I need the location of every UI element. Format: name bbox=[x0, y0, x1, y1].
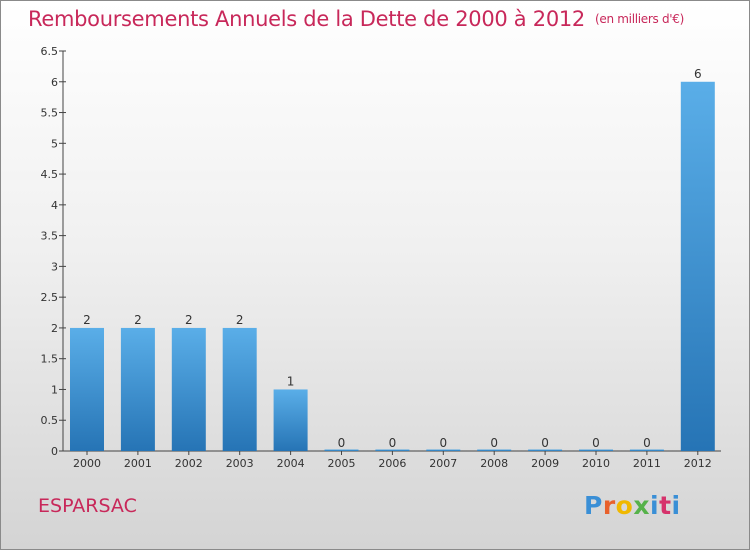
y-tick-label: 4 bbox=[51, 199, 58, 212]
y-tick-label: 1.5 bbox=[41, 353, 59, 366]
bars bbox=[70, 81, 715, 452]
bar-2002 bbox=[171, 327, 206, 451]
value-label-2005: 0 bbox=[338, 436, 346, 450]
chart-title-text: Remboursements Annuels de la Dette de 20… bbox=[28, 7, 585, 31]
logo-letter: t bbox=[659, 491, 672, 520]
value-label-2003: 2 bbox=[236, 313, 244, 327]
bar-2001 bbox=[120, 327, 155, 451]
x-tick-label-2007: 2007 bbox=[429, 457, 457, 470]
value-labels: 2 2 2 2 1 0 0 0 0 0 0 0 6 bbox=[83, 67, 701, 450]
y-tick-label: 6.5 bbox=[41, 45, 59, 58]
x-tick-label-2010: 2010 bbox=[582, 457, 610, 470]
value-label-2007: 0 bbox=[439, 436, 447, 450]
bar-2004 bbox=[273, 389, 308, 451]
y-tick-label: 0 bbox=[51, 445, 58, 458]
commune-name: ESPARSAC bbox=[38, 495, 137, 517]
x-tick-label-2002: 2002 bbox=[175, 457, 203, 470]
bar-2012 bbox=[680, 81, 715, 452]
value-label-2002: 2 bbox=[185, 313, 193, 327]
x-tick-label-2008: 2008 bbox=[480, 457, 508, 470]
value-label-2000: 2 bbox=[83, 313, 91, 327]
x-tick-label-2012: 2012 bbox=[684, 457, 712, 470]
y-tick-label: 6 bbox=[51, 76, 58, 89]
y-tick-label: 5 bbox=[51, 137, 58, 150]
bar-2006 bbox=[375, 449, 410, 451]
y-tick-label: 3.5 bbox=[41, 230, 59, 243]
value-label-2004: 1 bbox=[287, 374, 295, 388]
value-label-2001: 2 bbox=[134, 313, 142, 327]
chart-unit: (en milliers d'€) bbox=[595, 12, 685, 26]
y-tick-label: 3 bbox=[51, 260, 58, 273]
y-tick-label: 2.5 bbox=[41, 291, 59, 304]
x-tick-label-2006: 2006 bbox=[378, 457, 406, 470]
bar-2003 bbox=[222, 327, 257, 451]
x-tick-label-2009: 2009 bbox=[531, 457, 559, 470]
logo-letter: r bbox=[602, 491, 616, 520]
value-label-2006: 0 bbox=[389, 436, 397, 450]
logo-letter: o bbox=[615, 491, 634, 520]
value-label-2010: 0 bbox=[592, 436, 600, 450]
bar-2008 bbox=[477, 449, 512, 451]
y-tick-label: 1 bbox=[51, 383, 58, 396]
x-tick-label-2005: 2005 bbox=[328, 457, 356, 470]
logo-letter: x bbox=[633, 491, 650, 520]
x-tick-label-2000: 2000 bbox=[73, 457, 101, 470]
value-label-2009: 0 bbox=[541, 436, 549, 450]
bar-2009 bbox=[528, 449, 563, 451]
x-tick-label-2003: 2003 bbox=[226, 457, 254, 470]
y-tick-label: 2 bbox=[51, 322, 58, 335]
bar-2010 bbox=[579, 449, 613, 451]
value-label-2011: 0 bbox=[643, 436, 651, 450]
bar-2005 bbox=[324, 449, 359, 451]
value-label-2012: 6 bbox=[694, 67, 702, 81]
x-tick-label-2001: 2001 bbox=[124, 457, 152, 470]
x-tick-label-2011: 2011 bbox=[633, 457, 661, 470]
chart-title: Remboursements Annuels de la Dette de 20… bbox=[28, 7, 684, 31]
logo-letter: i bbox=[650, 491, 660, 520]
value-label-2008: 0 bbox=[490, 436, 498, 450]
bar-2000 bbox=[70, 327, 104, 451]
bar-2011 bbox=[629, 449, 664, 451]
proxiti-logo[interactable]: Proxiti bbox=[584, 491, 681, 520]
logo-letter: i bbox=[671, 491, 681, 520]
y-tick-label: 0.5 bbox=[41, 414, 59, 427]
y-tick-label: 4.5 bbox=[41, 168, 59, 181]
x-tick-label-2004: 2004 bbox=[277, 457, 305, 470]
logo-letter: P bbox=[584, 491, 603, 520]
bar-2007 bbox=[426, 449, 461, 451]
y-tick-label: 5.5 bbox=[41, 107, 59, 120]
